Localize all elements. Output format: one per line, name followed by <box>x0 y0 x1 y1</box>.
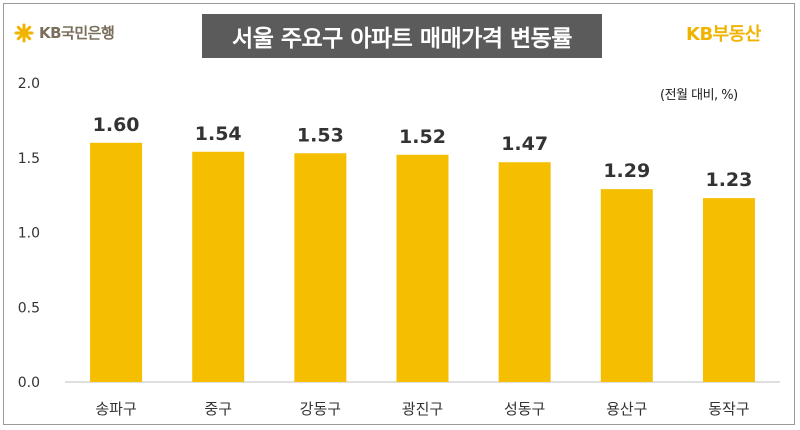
bar <box>396 154 449 382</box>
data-label: 1.23 <box>705 169 752 191</box>
bar <box>498 162 551 382</box>
y-tick-label: 0.0 <box>18 375 40 391</box>
bar <box>702 198 755 382</box>
x-tick-label: 용산구 <box>606 400 647 418</box>
data-label: 1.60 <box>93 114 140 136</box>
x-tick-label: 중구 <box>204 400 232 418</box>
bar <box>294 153 347 382</box>
unit-note: (전월 대비, %) <box>660 88 738 103</box>
y-tick-label: 1.0 <box>18 226 40 242</box>
y-tick-label: 0.5 <box>18 300 40 316</box>
kb-realestate-logo: KB부동산 <box>686 24 761 45</box>
data-label: 1.53 <box>297 124 344 146</box>
x-tick-label: 광진구 <box>402 400 443 418</box>
bank-logo-text: KB국민은행 <box>39 24 115 42</box>
data-label: 1.54 <box>195 123 242 145</box>
bar <box>600 189 653 382</box>
kb-bank-logo: KB국민은행 <box>14 22 115 43</box>
x-tick-label: 성동구 <box>504 400 545 418</box>
x-tick-label: 송파구 <box>95 400 136 418</box>
x-tick-label: 동작구 <box>708 400 749 418</box>
chart-title: 서울 주요구 아파트 매매가격 변동률 <box>202 14 602 58</box>
y-tick-label: 2.0 <box>18 76 40 92</box>
data-label: 1.29 <box>603 160 650 182</box>
y-tick-label: 1.5 <box>18 151 40 167</box>
kb-star-icon <box>14 23 34 42</box>
bar <box>90 142 143 382</box>
bar <box>192 151 245 382</box>
data-label: 1.52 <box>399 126 446 148</box>
x-tick-label: 강동구 <box>300 400 341 418</box>
data-label: 1.47 <box>501 133 548 155</box>
